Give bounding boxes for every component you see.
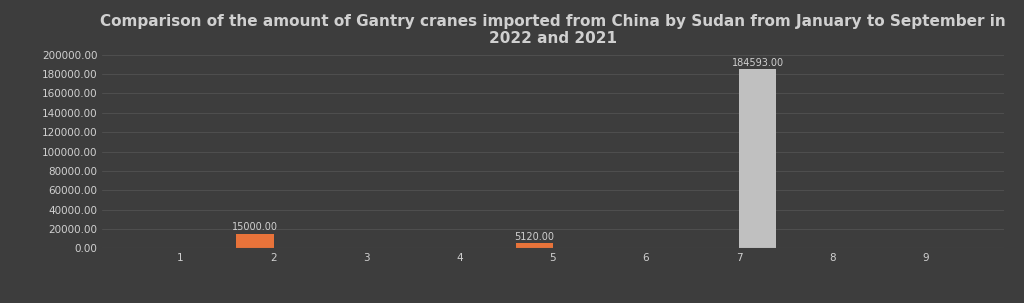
Text: 15000.00: 15000.00 bbox=[232, 222, 279, 232]
Text: 5120.00: 5120.00 bbox=[514, 232, 554, 242]
Bar bbox=[237, 234, 273, 248]
Legend: 2021年, 2022年: 2021年, 2022年 bbox=[499, 299, 607, 303]
Title: Comparison of the amount of Gantry cranes imported from China by Sudan from Janu: Comparison of the amount of Gantry crane… bbox=[100, 14, 1006, 46]
Bar bbox=[516, 244, 553, 248]
Bar bbox=[739, 69, 776, 248]
Text: 184593.00: 184593.00 bbox=[732, 58, 783, 68]
